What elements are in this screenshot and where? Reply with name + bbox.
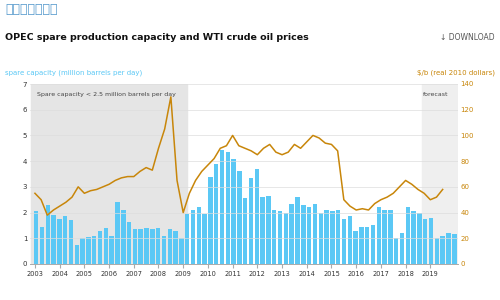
Bar	[394, 238, 398, 264]
Bar	[110, 236, 114, 264]
Bar	[348, 216, 352, 264]
Bar	[440, 236, 445, 264]
Bar	[278, 211, 282, 264]
Bar	[434, 238, 439, 264]
Bar	[307, 207, 312, 264]
Bar	[376, 207, 381, 264]
Bar	[290, 204, 294, 264]
Bar	[452, 234, 456, 264]
Bar	[156, 228, 160, 264]
Bar	[371, 225, 375, 264]
Text: spare capacity (million barrels per day): spare capacity (million barrels per day)	[5, 69, 142, 76]
Bar	[318, 213, 323, 264]
Bar	[34, 211, 38, 264]
Bar	[272, 210, 276, 264]
Bar	[185, 214, 190, 264]
Bar	[208, 177, 212, 264]
Text: 价格上涨的能力: 价格上涨的能力	[5, 3, 58, 16]
Bar	[254, 169, 259, 264]
Bar	[301, 205, 306, 264]
Bar	[220, 150, 224, 264]
Bar	[365, 227, 370, 264]
Bar	[423, 219, 428, 264]
Bar	[406, 207, 410, 264]
Bar	[121, 210, 126, 264]
Text: forecast: forecast	[423, 92, 448, 97]
Bar	[400, 233, 404, 264]
Bar	[382, 210, 387, 264]
Bar	[74, 245, 79, 264]
Bar	[132, 229, 137, 264]
Bar	[359, 227, 364, 264]
Bar	[138, 229, 143, 264]
Bar	[40, 227, 44, 264]
Bar	[168, 229, 172, 264]
Bar	[266, 196, 270, 264]
Bar	[31, 84, 187, 264]
Bar	[412, 211, 416, 264]
Bar	[63, 216, 68, 264]
Text: Spare capacity < 2.5 million barrels per day: Spare capacity < 2.5 million barrels per…	[38, 92, 176, 97]
Bar	[312, 204, 317, 264]
Bar	[52, 215, 56, 264]
Bar	[446, 233, 450, 264]
Bar	[46, 205, 50, 264]
Bar	[336, 210, 340, 264]
Bar	[80, 238, 85, 264]
Bar	[92, 236, 96, 264]
Bar	[179, 238, 184, 264]
Bar	[354, 231, 358, 264]
Bar	[196, 207, 201, 264]
Bar	[388, 210, 392, 264]
Bar	[127, 222, 132, 264]
Bar	[190, 210, 195, 264]
Bar	[260, 197, 265, 264]
Bar	[214, 164, 218, 264]
Bar	[429, 218, 434, 264]
Bar	[249, 178, 254, 264]
Bar	[296, 197, 300, 264]
Text: OPEC spare production capacity and WTI crude oil prices: OPEC spare production capacity and WTI c…	[5, 33, 309, 42]
Bar	[98, 231, 102, 264]
Bar	[422, 84, 458, 264]
Bar	[86, 237, 90, 264]
Bar	[150, 229, 154, 264]
Bar	[232, 159, 236, 264]
Bar	[57, 219, 62, 264]
Text: $/b (real 2010 dollars): $/b (real 2010 dollars)	[417, 69, 495, 76]
Bar	[243, 198, 248, 264]
Bar	[284, 213, 288, 264]
Text: ↓ DOWNLOAD: ↓ DOWNLOAD	[440, 33, 495, 42]
Bar	[174, 231, 178, 264]
Bar	[144, 228, 148, 264]
Bar	[202, 214, 207, 264]
Bar	[324, 210, 329, 264]
Bar	[162, 236, 166, 264]
Bar	[226, 152, 230, 264]
Bar	[104, 228, 108, 264]
Bar	[417, 213, 422, 264]
Bar	[116, 202, 119, 264]
Bar	[330, 211, 334, 264]
Bar	[69, 220, 73, 264]
Bar	[342, 219, 346, 264]
Bar	[237, 171, 242, 264]
